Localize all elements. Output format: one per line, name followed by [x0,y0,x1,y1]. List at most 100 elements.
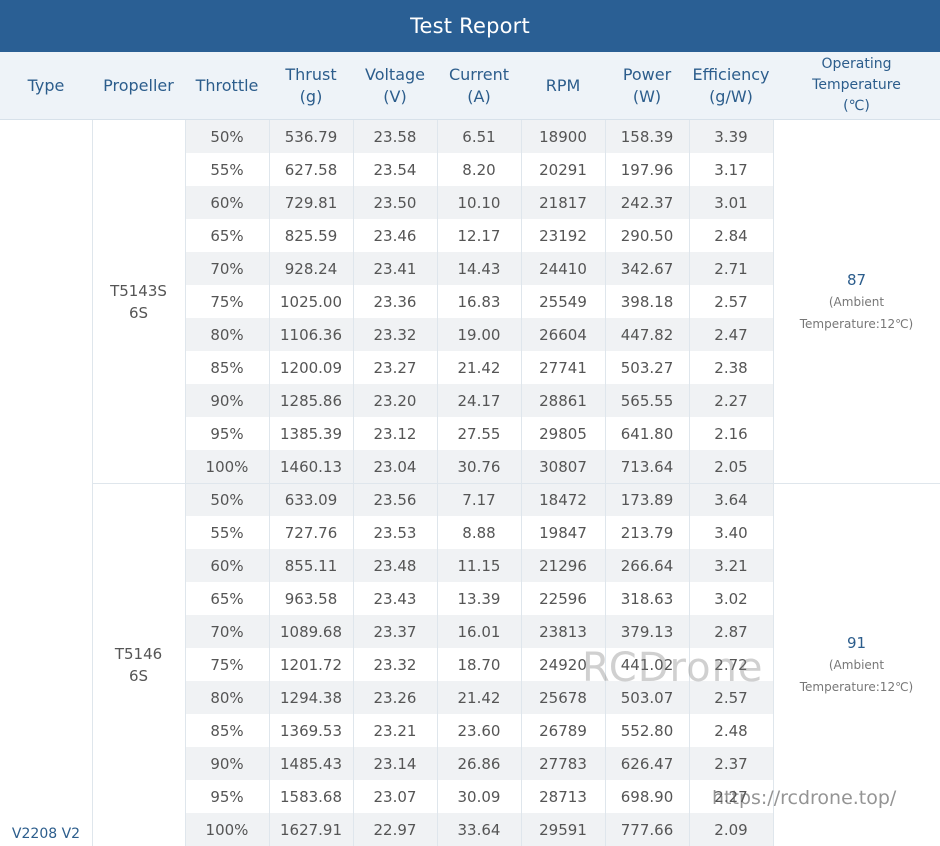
header-power-unit: (W) [632,86,662,106]
header-temperature: Operating Temperature (℃) [773,52,940,119]
header-throttle-label: Throttle [195,75,259,95]
cell-rpm: 28713 [539,787,587,806]
cell-power: 503.27 [620,358,674,377]
cell-efficiency: 3.21 [714,556,748,575]
cell-power: 447.82 [620,325,674,344]
cell-rpm: 23192 [539,226,587,245]
cell-efficiency: 2.57 [714,292,748,311]
cell-throttle: 100% [205,820,249,839]
row-stripe [185,615,773,648]
temperature-cell: 87 (Ambient Temperature:12℃) [773,120,940,483]
header-voltage-unit: (V) [383,86,407,106]
cell-thrust: 1485.43 [279,754,343,773]
cell-current: 12.17 [457,226,501,245]
cell-rpm: 20291 [539,160,587,179]
cell-power: 552.80 [620,721,674,740]
cell-current: 14.43 [457,259,501,278]
cell-current: 33.64 [457,820,501,839]
propeller-cell: T5146 6S [92,483,185,846]
cell-efficiency: 2.84 [714,226,748,245]
cell-voltage: 23.36 [373,292,417,311]
row-stripe [185,681,773,714]
propeller-line: T5146 [114,644,163,663]
cell-efficiency: 2.71 [714,259,748,278]
header-type-label: Type [27,75,65,95]
cell-voltage: 23.07 [373,787,417,806]
cell-throttle: 55% [210,160,244,179]
cell-voltage: 23.54 [373,160,417,179]
header-temperature-line1: Operating [821,56,892,72]
header-thrust-label: Thrust [285,64,337,84]
group-divider [92,483,940,484]
cell-rpm: 27741 [539,358,587,377]
cell-power: 626.47 [620,754,674,773]
temperature-value: 91 [846,633,867,652]
column-divider [521,120,522,846]
column-divider [353,120,354,846]
cell-thrust: 1200.09 [279,358,343,377]
cell-current: 26.86 [457,754,501,773]
cell-power: 641.80 [620,424,674,443]
cell-rpm: 24410 [539,259,587,278]
cell-power: 158.39 [620,127,674,146]
column-divider [689,120,690,846]
cell-voltage: 23.26 [373,688,417,707]
cell-power: 242.37 [620,193,674,212]
header-throttle: Throttle [185,52,269,119]
cell-current: 8.20 [462,160,496,179]
header-propeller: Propeller [92,52,185,119]
cell-voltage: 23.50 [373,193,417,212]
cell-rpm: 27783 [539,754,587,773]
cell-current: 27.55 [457,424,501,443]
header-current-unit: (A) [467,86,491,106]
cell-throttle: 50% [210,490,244,509]
column-divider [773,120,774,846]
propeller-line: T5143S [110,281,167,300]
cell-current: 10.10 [457,193,501,212]
row-stripe [185,483,773,516]
header-rpm-label: RPM [545,75,581,95]
cell-voltage: 22.97 [373,820,417,839]
temperature-cell: 91 (Ambient Temperature:12℃) [773,483,940,846]
cell-thrust: 855.11 [284,556,338,575]
cell-throttle: 65% [210,589,244,608]
header-efficiency-label: Efficiency [692,64,770,84]
cell-current: 13.39 [457,589,501,608]
cell-efficiency: 2.27 [714,391,748,410]
table-header: Type Propeller Throttle Thrust (g) Volta… [0,52,940,120]
cell-voltage: 23.56 [373,490,417,509]
cell-rpm: 30807 [539,457,587,476]
cell-power: 197.96 [620,160,674,179]
cell-thrust: 1369.53 [279,721,343,740]
cell-efficiency: 2.57 [714,688,748,707]
header-temperature-line2: Temperature [812,77,901,93]
row-stripe [185,450,773,483]
header-power: Power (W) [605,52,689,119]
cell-efficiency: 2.47 [714,325,748,344]
cell-voltage: 23.27 [373,358,417,377]
cell-rpm: 26789 [539,721,587,740]
cell-power: 698.90 [620,787,674,806]
cell-throttle: 75% [210,655,244,674]
cell-rpm: 29591 [539,820,587,839]
cell-current: 18.70 [457,655,501,674]
cell-power: 290.50 [620,226,674,245]
cell-throttle: 90% [210,391,244,410]
cell-current: 6.51 [462,127,496,146]
cell-rpm: 23813 [539,622,587,641]
cell-throttle: 70% [210,622,244,641]
cell-thrust: 1025.00 [279,292,343,311]
cell-thrust: 1285.86 [279,391,343,410]
header-power-label: Power [622,64,672,84]
cell-power: 565.55 [620,391,674,410]
cell-efficiency: 3.01 [714,193,748,212]
cell-efficiency: 2.87 [714,622,748,641]
cell-power: 213.79 [620,523,674,542]
row-stripe [185,186,773,219]
cell-thrust: 825.59 [284,226,338,245]
cell-throttle: 80% [210,325,244,344]
header-efficiency: Efficiency (g/W) [689,52,773,119]
cell-voltage: 23.53 [373,523,417,542]
temperature-value: 87 [846,270,867,289]
cell-power: 398.18 [620,292,674,311]
